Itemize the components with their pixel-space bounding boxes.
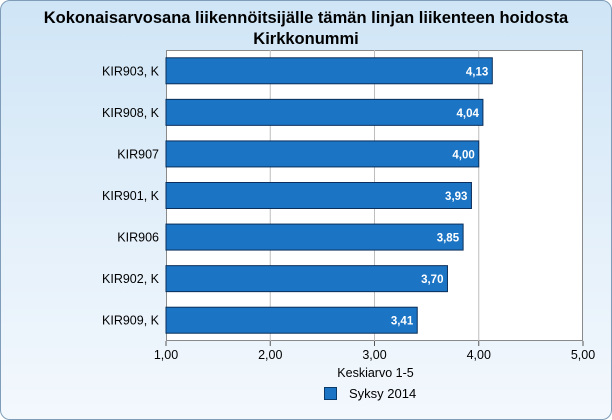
x-tick-label: 2,00 bbox=[258, 348, 282, 362]
bar-value-label: 4,04 bbox=[457, 108, 480, 120]
x-tick-label: 1,00 bbox=[154, 348, 178, 362]
bar-value-label: 3,85 bbox=[437, 233, 460, 245]
bar bbox=[165, 306, 418, 334]
chart-subtitle: Kirkkonummi bbox=[253, 30, 359, 48]
bar-value-label: 4,13 bbox=[466, 66, 488, 78]
legend: Syksy 2014 bbox=[324, 386, 416, 401]
x-axis-title: Keskiarvo 1-5 bbox=[337, 366, 413, 380]
category-label: KIR908, K bbox=[102, 106, 160, 120]
bar bbox=[165, 223, 464, 251]
category-label: KIR902, K bbox=[102, 272, 160, 286]
bar bbox=[165, 140, 480, 168]
x-tick-label: 3,00 bbox=[362, 348, 386, 362]
bar-value-label: 3,70 bbox=[421, 274, 443, 286]
bar bbox=[165, 265, 448, 293]
legend-swatch bbox=[324, 387, 337, 400]
x-tick-label: 4,00 bbox=[467, 348, 491, 362]
x-tick-label: 5,00 bbox=[571, 348, 595, 362]
bar bbox=[165, 57, 493, 85]
category-label: KIR907 bbox=[117, 147, 159, 161]
category-label: KIR901, K bbox=[102, 189, 160, 203]
bar bbox=[165, 98, 484, 126]
bar-value-label: 4,00 bbox=[452, 149, 474, 161]
chart-title: Kokonaisarvosana liikennöitsijälle tämän… bbox=[0, 8, 612, 50]
bar-value-label: 3,41 bbox=[391, 316, 414, 328]
chart-title-line: Kokonaisarvosana liikennöitsijälle tämän… bbox=[43, 9, 569, 27]
legend-label: Syksy 2014 bbox=[349, 386, 417, 401]
category-label: KIR906 bbox=[117, 231, 159, 245]
category-label: KIR909, K bbox=[102, 314, 160, 328]
category-label: KIR903, K bbox=[102, 64, 160, 78]
bar bbox=[165, 182, 472, 209]
bar-value-label: 3,93 bbox=[445, 191, 467, 203]
